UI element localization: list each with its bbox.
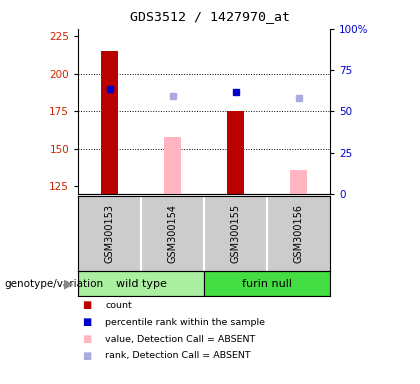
- Text: GDS3512 / 1427970_at: GDS3512 / 1427970_at: [130, 10, 290, 23]
- Bar: [78, 271, 204, 296]
- Text: GSM300156: GSM300156: [294, 204, 304, 263]
- Text: GSM300153: GSM300153: [105, 204, 115, 263]
- Text: count: count: [105, 301, 132, 310]
- Text: ■: ■: [82, 300, 92, 310]
- Text: GSM300154: GSM300154: [168, 204, 178, 263]
- Text: furin null: furin null: [242, 279, 292, 289]
- Text: ■: ■: [82, 317, 92, 327]
- Text: ■: ■: [82, 334, 92, 344]
- Bar: [227, 111, 244, 194]
- Text: wild type: wild type: [116, 279, 167, 289]
- Text: value, Detection Call = ABSENT: value, Detection Call = ABSENT: [105, 334, 256, 344]
- Text: ▶: ▶: [64, 278, 74, 290]
- Bar: [290, 170, 307, 194]
- Text: rank, Detection Call = ABSENT: rank, Detection Call = ABSENT: [105, 351, 251, 361]
- Text: ■: ■: [82, 351, 92, 361]
- Text: GSM300155: GSM300155: [231, 204, 241, 263]
- Bar: [204, 271, 330, 296]
- Bar: [164, 137, 181, 194]
- Bar: [101, 51, 118, 194]
- Text: percentile rank within the sample: percentile rank within the sample: [105, 318, 265, 327]
- Text: genotype/variation: genotype/variation: [4, 279, 103, 289]
